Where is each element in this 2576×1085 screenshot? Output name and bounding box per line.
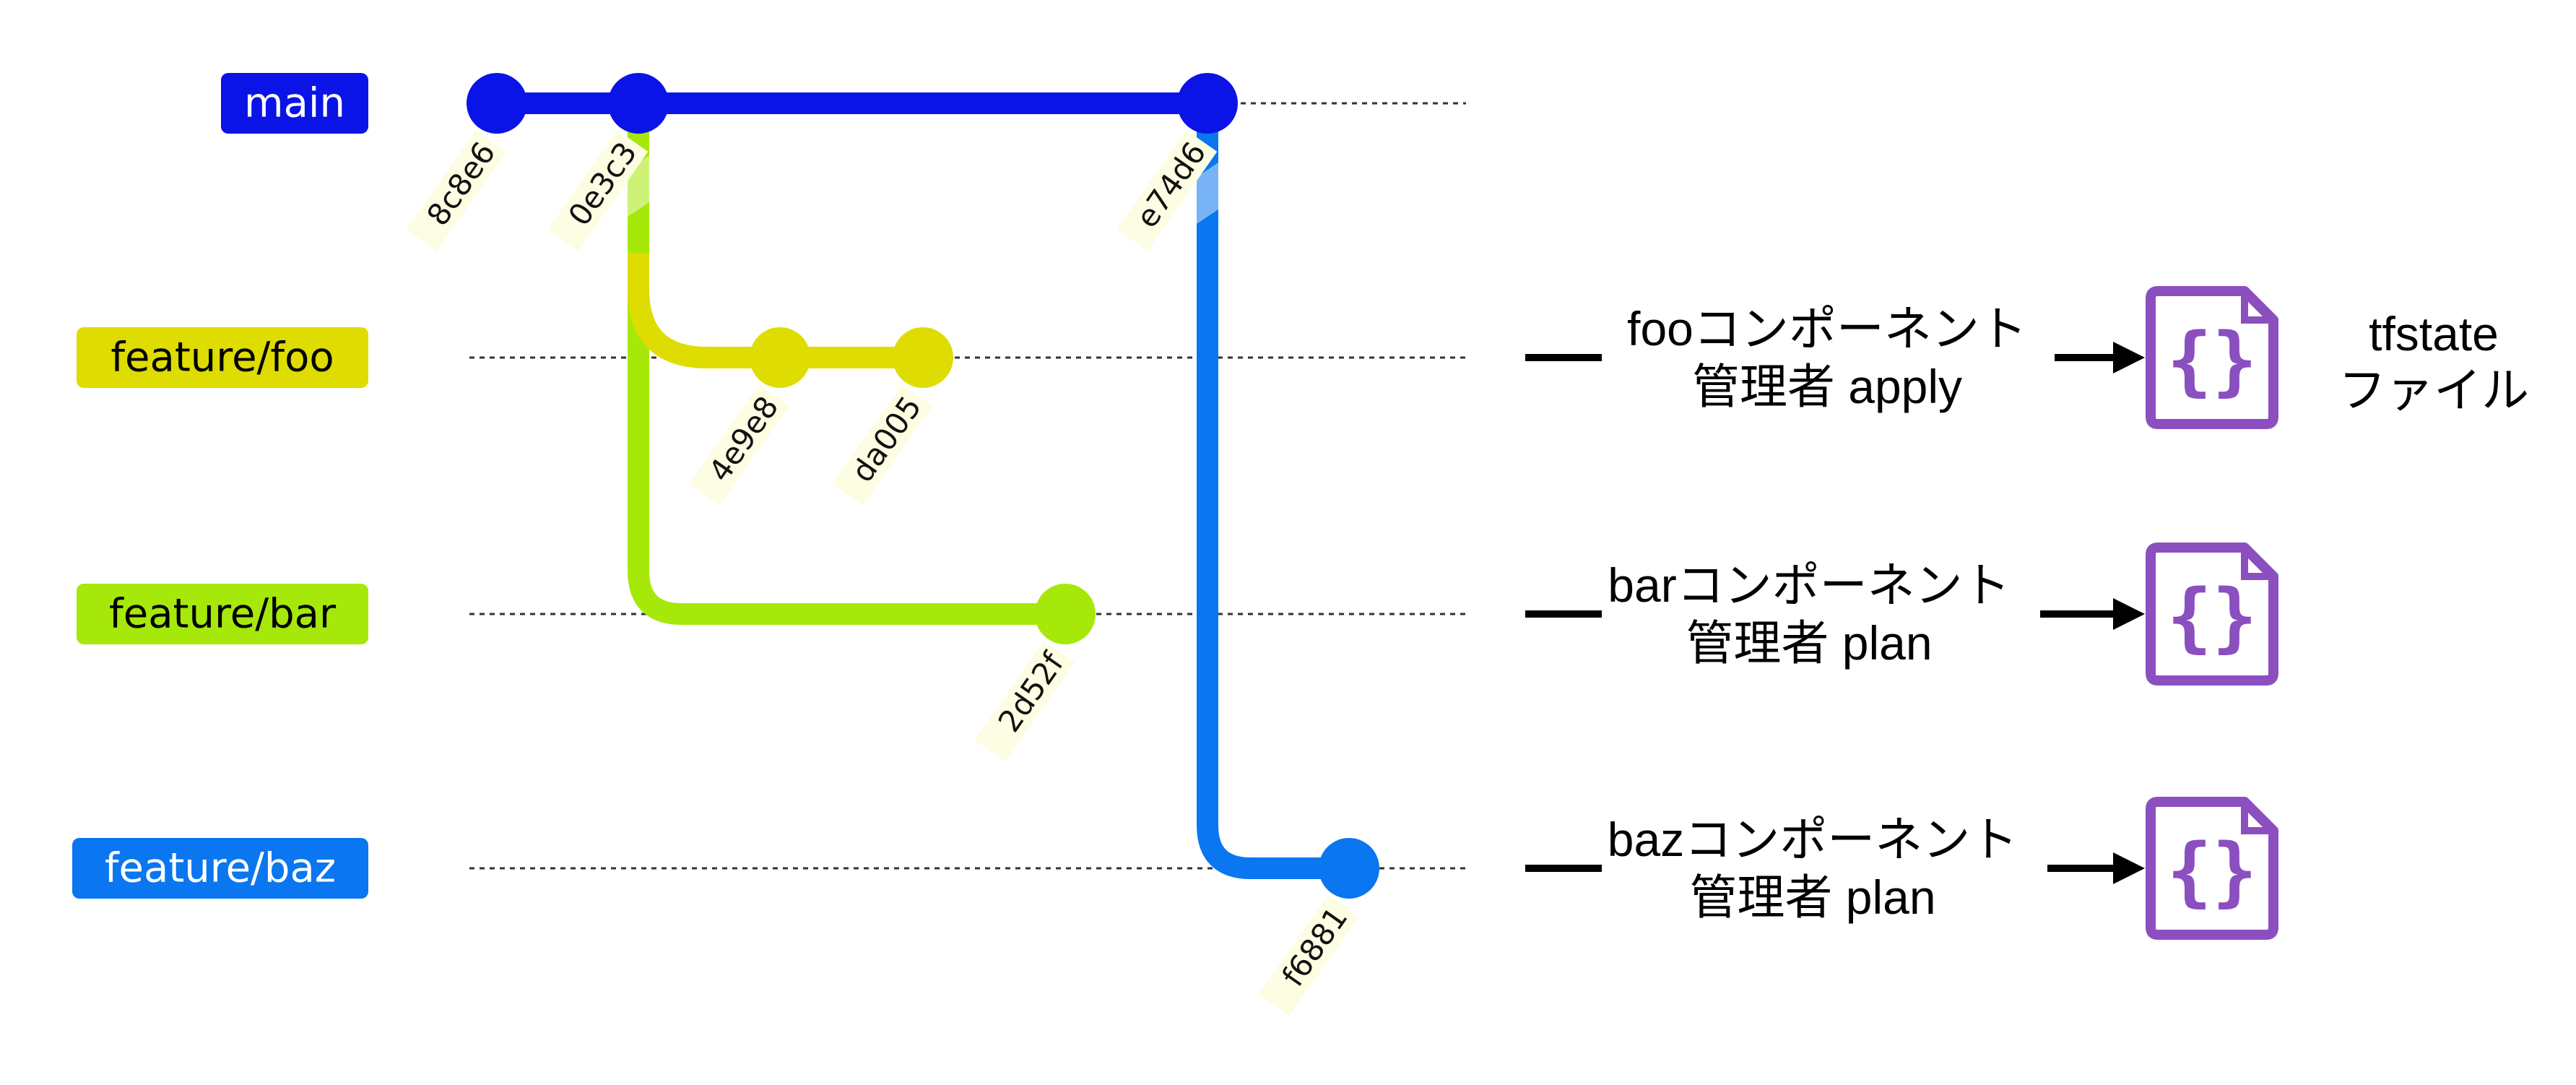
- arrow-head: [2113, 598, 2145, 630]
- commit-label-bg: [689, 384, 790, 506]
- tfstate-note-line1: tfstate: [2369, 307, 2499, 360]
- commit-node-8c8e6: [467, 73, 527, 134]
- branch-guide-lines: [469, 102, 1466, 870]
- commit-hash: da005: [844, 390, 928, 489]
- branch-label-bg: [221, 73, 368, 134]
- json-file-icon: {}: [2146, 286, 2278, 429]
- commit-label-4e9e8: 4e9e8: [689, 384, 790, 506]
- braces-glyph: {}: [2167, 316, 2257, 405]
- commit-nodes: [467, 73, 1379, 899]
- braces-glyph: {}: [2167, 573, 2257, 661]
- commit-label-bg: [974, 641, 1075, 762]
- step-line2: 管理者 plan: [1686, 616, 1932, 670]
- commit-label-da005: da005: [832, 384, 933, 506]
- commit-node-e74d6: [1177, 73, 1238, 134]
- branch-label-text: main: [244, 80, 345, 127]
- step-line1: fooコンポーネント: [1627, 302, 2027, 355]
- json-file-icon: {}: [2146, 797, 2278, 940]
- commit-label-bg: [547, 130, 649, 251]
- branch-label-baz: feature/baz: [72, 838, 368, 899]
- branch-label-bar: feature/bar: [77, 584, 368, 644]
- branch-label-bg: [77, 327, 368, 388]
- branch-label-main: main: [221, 73, 368, 134]
- step-line2: 管理者 plan: [1689, 870, 1935, 924]
- commit-label-f6881: f6881: [1258, 895, 1359, 1016]
- file-corner-fold: [2241, 291, 2273, 324]
- branch-label-bg: [72, 838, 368, 899]
- json-file-icon: {}: [2146, 542, 2278, 686]
- branch-path-bar: [628, 103, 1065, 625]
- commit-label-bg: [1116, 130, 1218, 251]
- step-line1: barコンポーネント: [1608, 558, 2010, 612]
- arrow-head: [2113, 852, 2145, 884]
- file-outline: [2146, 797, 2278, 940]
- file-corner-fold: [2241, 802, 2273, 834]
- commit-node-0e3c3: [608, 73, 669, 134]
- file-outline: [2146, 286, 2278, 429]
- tfstate-note-line2: ファイル: [2338, 363, 2529, 417]
- branch-label-text: feature/baz: [105, 845, 336, 892]
- commit-node-f6881: [1319, 838, 1379, 899]
- branch-labels: main feature/foo feature/bar feature/baz: [72, 73, 368, 899]
- tfstate-note: tfstate ファイル: [2338, 307, 2529, 417]
- commit-node-da005: [893, 327, 953, 388]
- branch-label-text: feature/bar: [109, 591, 337, 638]
- branch-highlight-baz: [1197, 163, 1218, 224]
- commit-hash: 8c8e6: [420, 136, 502, 233]
- file-outline: [2146, 542, 2278, 686]
- step-line2: 管理者 apply: [1692, 360, 1962, 413]
- braces-glyph: {}: [2167, 827, 2257, 915]
- branch-path-baz: [1197, 103, 1349, 879]
- commit-label-bg: [406, 130, 507, 251]
- commit-label-bg: [832, 384, 933, 506]
- branch-label-bg: [77, 584, 368, 644]
- file-corner-fold: [2241, 548, 2273, 580]
- branch-path-foo: [628, 253, 923, 368]
- commit-hash: 4e9e8: [702, 390, 786, 488]
- arrow-head: [2113, 342, 2145, 373]
- branch-label-foo: feature/foo: [77, 327, 368, 388]
- branch-label-text: feature/foo: [110, 334, 334, 381]
- step-line1: bazコンポーネント: [1608, 813, 2018, 866]
- commit-node-2d52f: [1035, 584, 1096, 644]
- commit-label-2d52f: 2d52f: [974, 641, 1075, 762]
- commit-node-4e9e8: [750, 327, 810, 388]
- branch-paths: [497, 92, 1349, 879]
- commit-label-8c8e6: 8c8e6: [406, 130, 507, 251]
- commit-label-bg: [1258, 895, 1359, 1016]
